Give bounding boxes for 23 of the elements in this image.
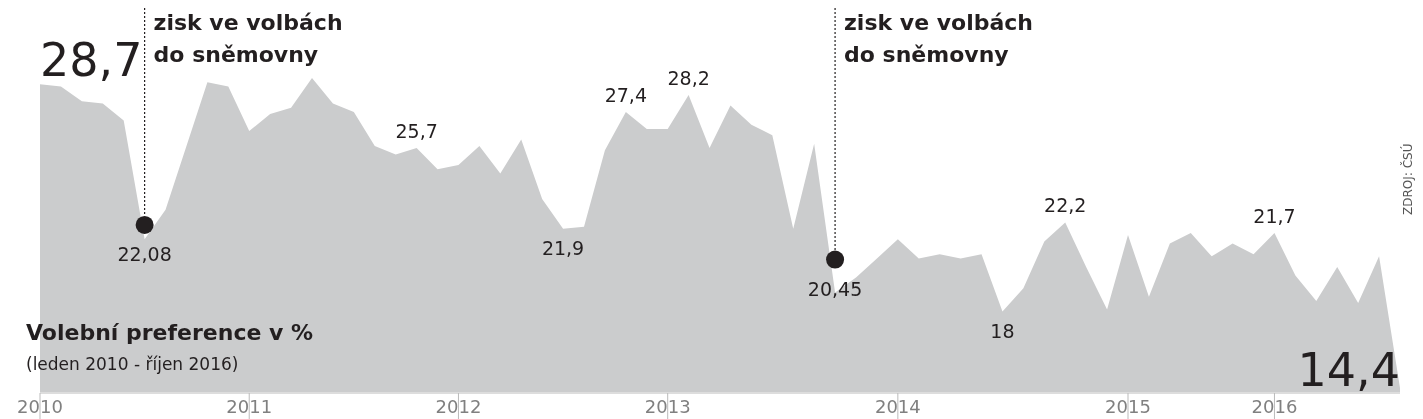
text: Volební preference v % xyxy=(26,320,314,345)
x-tick-label: 2011 xyxy=(226,396,273,417)
text: ZDROJ: ČSÚ xyxy=(1400,143,1415,215)
text: zisk ve volbách do sněmovny xyxy=(153,10,343,67)
data-label: 21,7 xyxy=(1253,205,1296,227)
data-label: 21,9 xyxy=(541,236,585,259)
x-tick-label: 2016 xyxy=(1251,396,1298,417)
data-label: 25,7 xyxy=(395,120,438,143)
x-tick-label: 2015 xyxy=(1105,396,1151,417)
text: zisk ve volbách do sněmovny xyxy=(844,10,1034,67)
data-label: 22,2 xyxy=(1044,194,1087,217)
x-tick-label: 2012 xyxy=(435,396,482,417)
data-label: 28,7 xyxy=(40,33,143,88)
data-label: 20,45 xyxy=(807,277,863,300)
text: (leden 2010 - říjen 2016) xyxy=(26,354,239,374)
x-tick-label: 2014 xyxy=(874,396,921,417)
x-tick-label: 2010 xyxy=(17,396,63,417)
x-tick-label: 2013 xyxy=(644,396,691,417)
data-label: 18 xyxy=(990,319,1015,342)
data-label: 14,4 xyxy=(1297,343,1400,397)
data-label: 28,2 xyxy=(667,66,710,89)
data-label: 22,08 xyxy=(117,242,172,265)
data-label: 27,4 xyxy=(604,83,647,106)
